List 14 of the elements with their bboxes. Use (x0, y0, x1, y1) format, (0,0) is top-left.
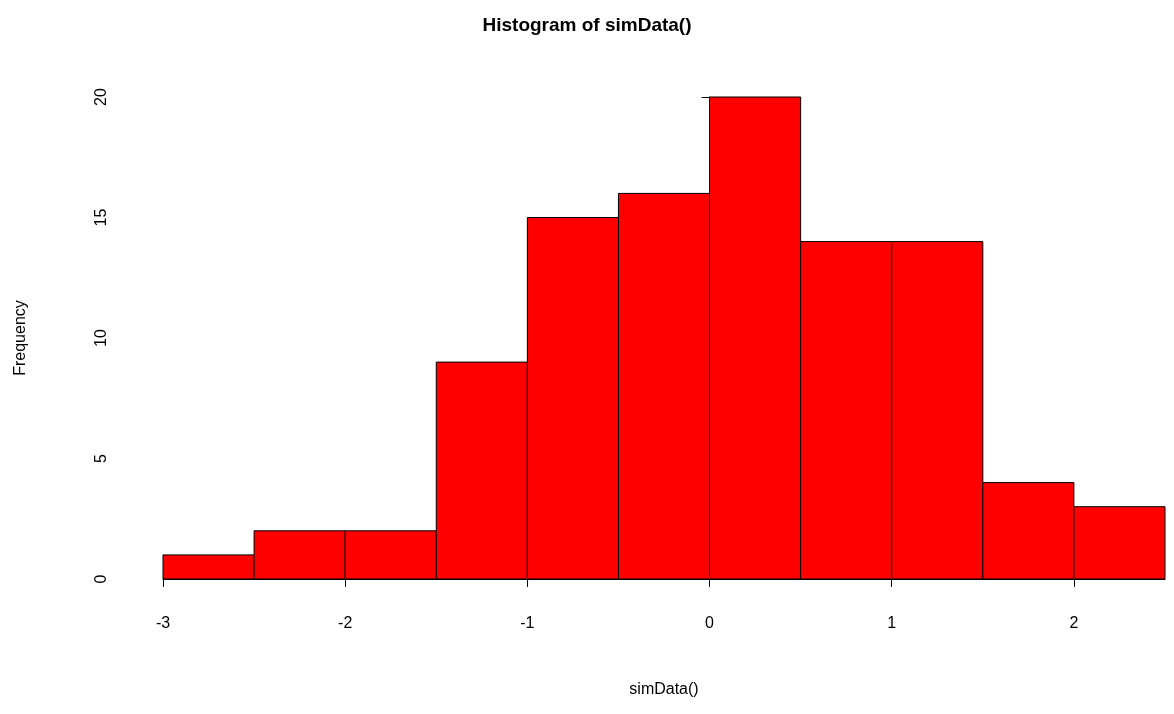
y-axis-title: Frequency (10, 300, 28, 376)
x-tick-label: 2 (1069, 613, 1079, 631)
y-tick-label: 15 (91, 208, 109, 227)
chart-title: Histogram of simData() (482, 14, 692, 35)
x-tick-label: -3 (155, 613, 171, 631)
x-axis-title: simData() (629, 679, 699, 697)
x-tick-label: 0 (705, 613, 715, 631)
y-tick-label: 20 (91, 88, 109, 106)
x-tick-label: -2 (338, 613, 353, 631)
x-tick-label: 1 (887, 613, 897, 631)
y-tick-label: 5 (91, 453, 109, 463)
x-tick-label: -1 (520, 613, 535, 631)
y-tick-label: 0 (91, 574, 109, 584)
y-tick-label: 10 (91, 329, 109, 347)
